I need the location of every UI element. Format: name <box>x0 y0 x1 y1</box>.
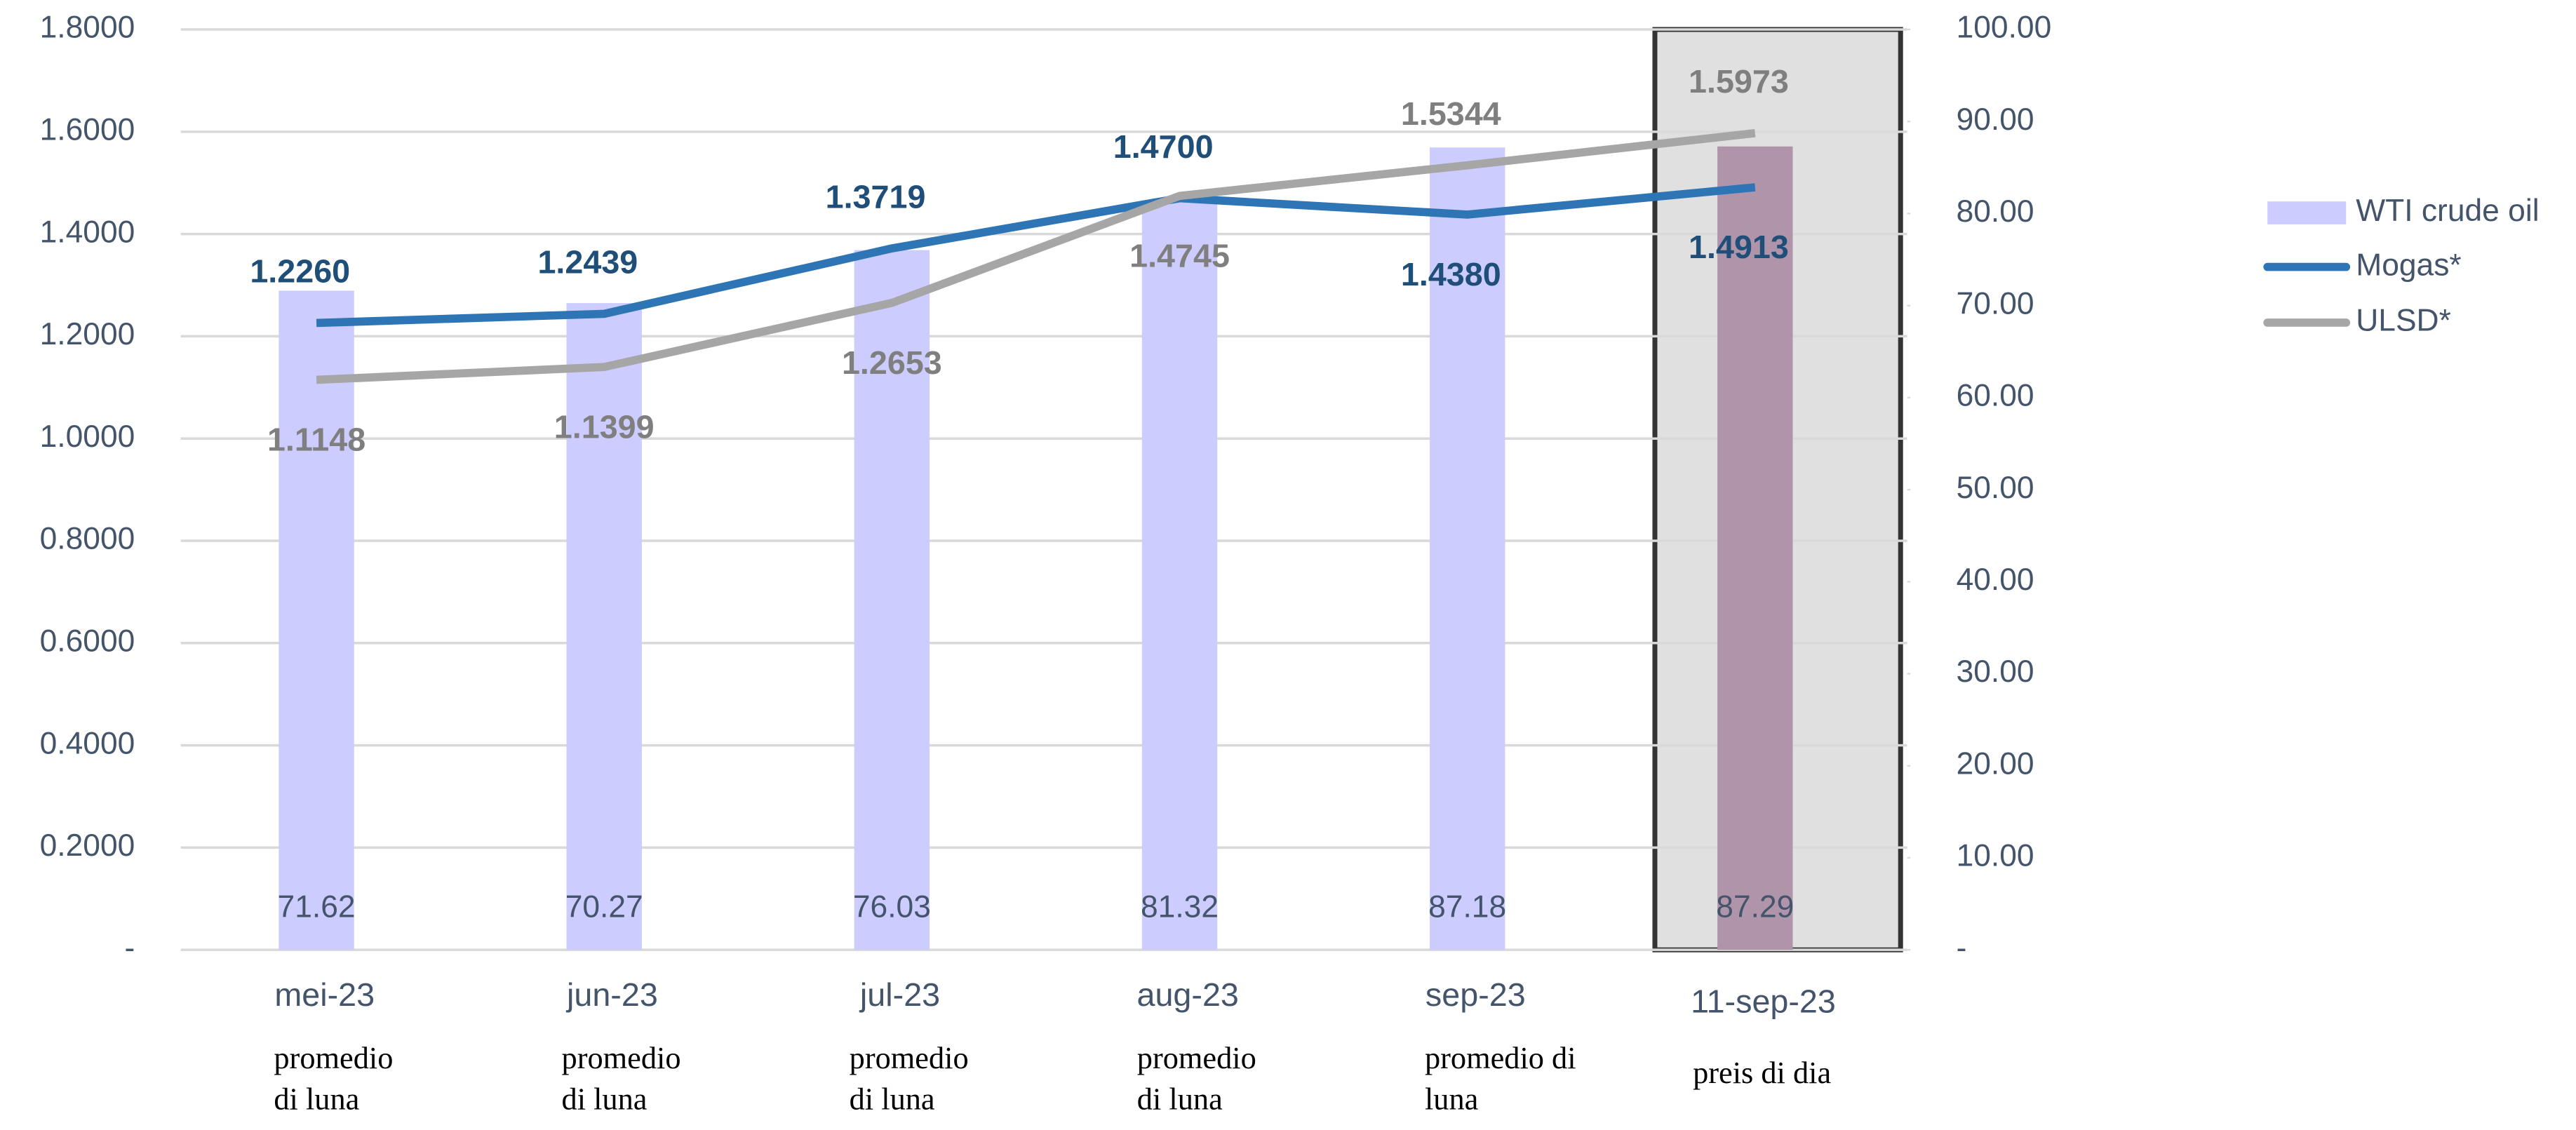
data-label: 1.2439 <box>537 244 638 281</box>
bar <box>1429 147 1505 950</box>
data-label: 1.4745 <box>1129 237 1230 274</box>
bar <box>566 303 642 950</box>
category-note: promedio <box>562 1040 681 1075</box>
x-tick-label: jul-23 <box>859 976 940 1013</box>
y2-tick-label: 40.00 <box>1957 563 2034 597</box>
bar-value-label: 76.03 <box>853 890 931 924</box>
legend-label: ULSD* <box>2356 304 2451 338</box>
y-tick-label: 0.4000 <box>40 726 135 760</box>
x-tick-label: aug-23 <box>1137 976 1239 1013</box>
legend-label: WTI crude oil <box>2356 194 2539 228</box>
y-tick-label: 1.0000 <box>40 419 135 454</box>
y2-tick-label: 100.00 <box>1957 11 2052 45</box>
category-note: promedio di <box>1425 1040 1576 1075</box>
data-label: 1.2653 <box>842 344 942 381</box>
y-tick-label: 0.6000 <box>40 624 135 659</box>
bar-value-label: 87.18 <box>1428 890 1506 924</box>
y2-tick-label: 80.00 <box>1957 194 2034 229</box>
data-label: 1.3719 <box>826 178 926 215</box>
y-tick-label: 1.8000 <box>40 11 135 45</box>
y2-tick-label: 50.00 <box>1957 471 2034 505</box>
bar <box>279 290 354 950</box>
category-note: preis di dia <box>1693 1055 1831 1090</box>
category-note: di luna <box>850 1081 935 1116</box>
x-tick-label: mei-23 <box>274 976 375 1013</box>
y-tick-label: 1.2000 <box>40 317 135 351</box>
y-tick-label: 1.6000 <box>40 113 135 147</box>
data-label: 1.5344 <box>1401 95 1501 132</box>
data-label: 1.1148 <box>267 422 365 458</box>
y-tick-label: 0.2000 <box>40 828 135 863</box>
data-label: 1.4913 <box>1689 229 1789 265</box>
y2-tick-label: 60.00 <box>1957 379 2034 413</box>
bar <box>1141 201 1218 950</box>
y2-tick-label: - <box>1957 931 1967 965</box>
x-tick-label: sep-23 <box>1425 976 1526 1013</box>
data-label: 1.4380 <box>1401 256 1501 292</box>
y2-tick-label: 20.00 <box>1957 746 2034 781</box>
bar-value-label: 87.29 <box>1716 890 1794 924</box>
data-label: 1.2260 <box>250 253 350 290</box>
line-series <box>316 183 1756 328</box>
data-label: 1.1399 <box>554 408 655 445</box>
x-tick-label: 11-sep-23 <box>1691 983 1836 1020</box>
category-note: di luna <box>274 1081 359 1116</box>
category-note: promedio <box>850 1040 969 1075</box>
data-label: 1.5973 <box>1689 63 1789 100</box>
category-note: luna <box>1425 1081 1479 1116</box>
y2-tick-label: 70.00 <box>1957 286 2034 321</box>
line-series <box>316 128 1756 384</box>
y-tick-label: 1.4000 <box>40 215 135 249</box>
bar-value-label: 70.27 <box>565 890 643 924</box>
bar <box>854 250 930 950</box>
y-tick-label: - <box>125 931 135 965</box>
legend-label: Mogas* <box>2356 248 2461 282</box>
bar <box>1717 146 1793 950</box>
category-note: promedio <box>1137 1040 1256 1075</box>
category-note: di luna <box>1137 1081 1223 1116</box>
category-note: promedio <box>274 1040 393 1075</box>
data-label: 1.4700 <box>1113 128 1214 165</box>
y2-tick-label: 90.00 <box>1957 102 2034 137</box>
legend-swatch <box>2267 201 2347 224</box>
x-tick-label: jun-23 <box>565 976 658 1013</box>
bar-value-label: 81.32 <box>1141 890 1219 924</box>
y-tick-label: 0.8000 <box>40 522 135 556</box>
bar-value-label: 71.62 <box>278 890 356 924</box>
category-note: di luna <box>562 1081 648 1116</box>
y2-tick-label: 30.00 <box>1957 654 2034 689</box>
y2-tick-label: 10.00 <box>1957 839 2034 873</box>
